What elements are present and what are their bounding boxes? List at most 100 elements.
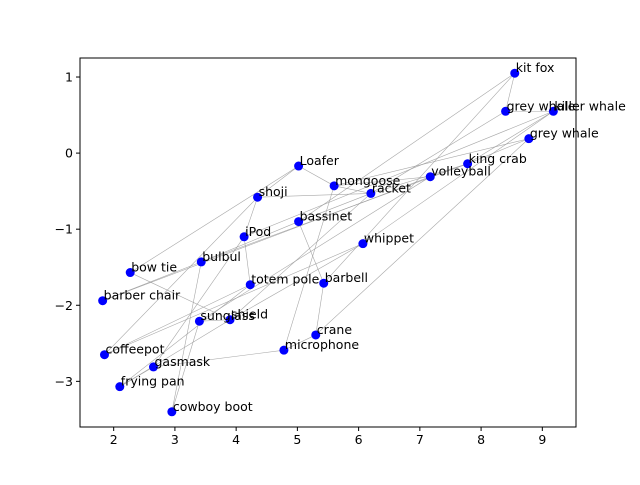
- edge-line: [298, 165, 335, 187]
- data-point: [319, 278, 329, 288]
- data-point: [510, 68, 520, 78]
- data-point: [463, 159, 473, 169]
- edge-line: [283, 334, 316, 351]
- y-tick-label: −3: [55, 374, 73, 389]
- edge-line: [315, 283, 325, 335]
- edge-line: [130, 165, 299, 273]
- edge-line: [257, 193, 371, 198]
- y-tick-label: 0: [65, 146, 73, 161]
- point-label: gasmask: [154, 354, 210, 369]
- edge-line: [104, 197, 258, 355]
- edge-layer: [102, 72, 554, 412]
- data-point: [125, 268, 135, 278]
- edge-line: [153, 236, 245, 368]
- data-point: [253, 192, 263, 202]
- x-tick-label: 9: [538, 432, 546, 447]
- data-point: [548, 106, 558, 116]
- edge-line: [334, 185, 371, 194]
- point-label: racket: [372, 180, 411, 195]
- data-point: [294, 217, 304, 227]
- edge-line: [119, 366, 154, 387]
- edge-line: [104, 284, 251, 355]
- point-label: barber chair: [104, 288, 181, 303]
- data-point: [366, 188, 376, 198]
- x-tick-label: 4: [232, 432, 240, 447]
- data-point: [294, 161, 304, 171]
- edge-line: [370, 111, 506, 194]
- data-point: [115, 382, 125, 392]
- edge-line: [201, 221, 299, 263]
- point-label: grey whale: [507, 98, 576, 113]
- point-label: volleyball: [431, 164, 491, 179]
- point-label: cowboy boot: [173, 399, 253, 414]
- edge-line: [229, 243, 364, 320]
- edge-line: [104, 243, 364, 355]
- data-point: [148, 362, 158, 372]
- edge-line: [153, 349, 284, 368]
- point-label: Loafer: [300, 153, 340, 168]
- y-axis: 1 0 −1 −2 −3: [55, 70, 80, 389]
- point-label: totem pole: [251, 272, 319, 287]
- point-label: mongoose: [335, 173, 400, 188]
- point-label: grey whale: [530, 126, 599, 141]
- edge-line: [334, 176, 431, 187]
- edge-line: [467, 111, 554, 165]
- y-tick-label: 1: [65, 70, 73, 85]
- edge-line: [243, 110, 554, 238]
- edge-line: [283, 185, 335, 351]
- point-label: shield: [231, 307, 268, 322]
- point-label: iPod: [245, 224, 271, 239]
- edge-line: [323, 73, 515, 284]
- data-point: [329, 181, 339, 191]
- point-label: sunglass: [200, 308, 254, 323]
- edge-line: [243, 236, 251, 285]
- edge-line: [130, 272, 231, 320]
- data-point: [279, 345, 289, 355]
- x-tick-label: 3: [171, 432, 179, 447]
- x-tick-label: 6: [355, 432, 363, 447]
- data-point: [358, 239, 368, 249]
- point-label: bassinet: [300, 209, 353, 224]
- point-label: whippet: [364, 231, 414, 246]
- edge-line: [298, 193, 371, 222]
- data-point: [425, 172, 435, 182]
- edge-line: [199, 319, 231, 322]
- point-label: frying pan: [121, 374, 185, 389]
- edge-line: [229, 193, 372, 320]
- plot-area-frame: [79, 57, 577, 428]
- edge-line: [171, 321, 200, 412]
- edge-line: [119, 284, 251, 387]
- point-label: kit fox: [516, 60, 555, 75]
- x-tick-label: 7: [416, 432, 424, 447]
- edge-line: [243, 197, 258, 237]
- edge-line: [362, 111, 554, 244]
- point-label: bulbul: [202, 249, 241, 264]
- x-tick-label: 2: [110, 432, 118, 447]
- edge-line: [102, 176, 431, 301]
- edge-line: [119, 319, 231, 387]
- point-label: bow tie: [131, 260, 177, 275]
- edge-line: [315, 138, 530, 336]
- data-point: [225, 315, 235, 325]
- x-axis: 2 3 4 5 6 7 8 9: [110, 427, 546, 447]
- point-label: crane: [317, 322, 353, 337]
- data-point: [167, 407, 177, 417]
- data-point: [239, 232, 249, 242]
- point-layer: [98, 68, 558, 417]
- data-point: [501, 106, 511, 116]
- edge-line: [370, 163, 468, 194]
- x-tick-label: 8: [477, 432, 485, 447]
- data-point: [196, 257, 206, 267]
- edge-line: [298, 221, 324, 284]
- edge-line: [334, 138, 529, 187]
- point-label: shoji: [259, 184, 288, 199]
- data-point: [311, 330, 321, 340]
- point-label: microphone: [285, 337, 359, 352]
- data-point: [98, 296, 108, 306]
- data-point: [245, 280, 255, 290]
- data-point: [194, 316, 204, 326]
